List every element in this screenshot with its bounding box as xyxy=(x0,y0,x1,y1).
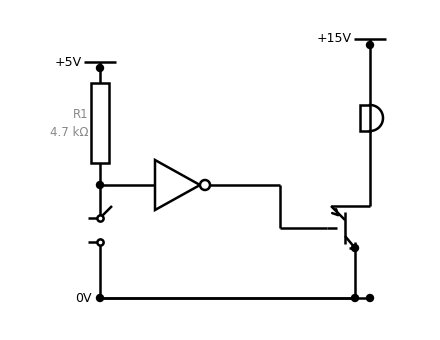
Text: R1: R1 xyxy=(72,107,88,120)
Circle shape xyxy=(367,294,374,302)
Circle shape xyxy=(352,244,359,252)
Text: 0V: 0V xyxy=(76,291,92,305)
Polygon shape xyxy=(155,160,200,210)
Text: 4.7 kΩ: 4.7 kΩ xyxy=(50,125,88,138)
Circle shape xyxy=(96,182,103,188)
Bar xyxy=(360,105,370,131)
Bar xyxy=(91,83,109,163)
Text: +5V: +5V xyxy=(55,55,82,68)
Circle shape xyxy=(367,41,374,49)
Circle shape xyxy=(200,180,210,190)
Circle shape xyxy=(352,294,359,302)
Text: +15V: +15V xyxy=(317,33,352,46)
Circle shape xyxy=(96,294,103,302)
Circle shape xyxy=(96,65,103,71)
